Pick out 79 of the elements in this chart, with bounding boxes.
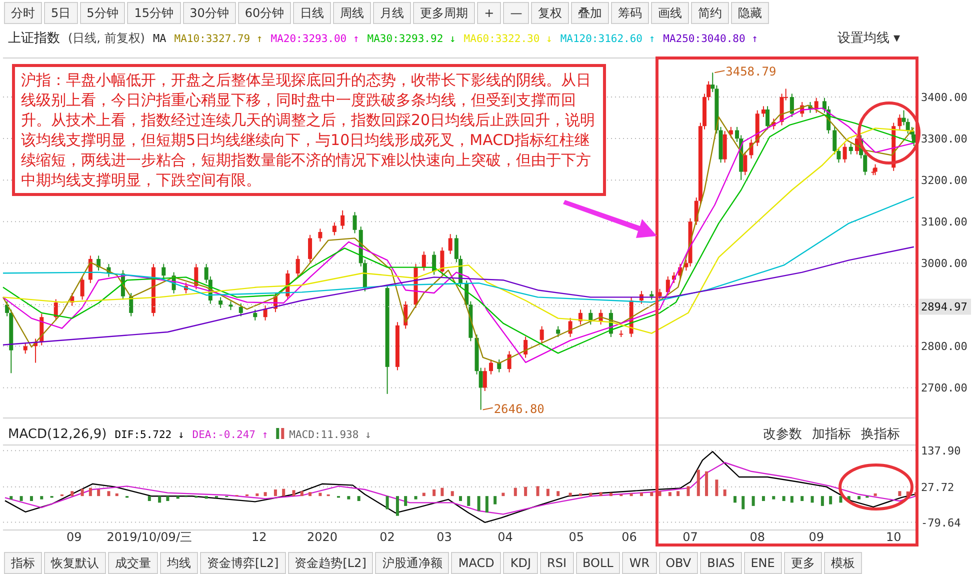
x-tick-label: 03 [436, 530, 452, 544]
x-tick-label: 09 [808, 530, 824, 544]
text: 加指标 [812, 427, 851, 442]
text: 恢复默认 [44, 552, 106, 574]
y-tick-label: 137.90 [921, 444, 961, 458]
x-tick-label: 10 [886, 530, 902, 544]
text: MACD [451, 552, 502, 574]
text: 周线 [333, 2, 372, 24]
text: RSI [540, 552, 574, 574]
y-tick-label: 3100.00 [921, 216, 968, 229]
y-tick-label: 3400.00 [921, 91, 968, 104]
x-tick-label: 2019/10/09/三 [106, 530, 192, 544]
text: DEA:-0.247 ↑ [192, 429, 268, 441]
text: MA120:3162.60 ↑ [560, 33, 656, 45]
text: 筹码 [611, 2, 650, 24]
chart-title: 上证指数 [8, 31, 60, 46]
text: MA10:3327.79 ↑ [174, 33, 263, 45]
x-tick-label: 08 [750, 530, 766, 544]
x-tick-label: 04 [498, 530, 513, 544]
y-tick-label: 3300.00 [921, 132, 968, 146]
text: OBV [658, 552, 698, 574]
text: 月线 [373, 2, 412, 24]
text: 画线 [651, 2, 690, 24]
text: 沪股通净额 [375, 552, 450, 574]
y-tick-label: 3000.00 [921, 257, 968, 270]
text: 模板 [824, 552, 862, 574]
ref-line-label: 2894.97 [921, 300, 968, 314]
text: 叠加 [571, 2, 610, 24]
x-tick-label: 09 [66, 530, 82, 544]
y-tick-label: 3200.00 [921, 174, 968, 188]
text: 60分钟 [238, 2, 292, 24]
text: — [503, 2, 530, 24]
text: 隐藏 [731, 2, 770, 24]
text: + [477, 2, 502, 24]
annotation: 沪指：早盘小幅低开，开盘之后整体呈现探底回升的态势，收带长下影线的阴线。从日线级别上看，今日沪指重心稍显下移，同时盘中一度跌破多条均线，但受到支撑而回升。从技术上看，指数经过连续几天的调整之后，指数回踩20日均线后止跌回升，说明该均线支撑明显，但短期5日均线继续向下，与10日均线形成死叉，MACD指标红柱继续缩短，两线进一步粘合，短期指数量能不济的情况下难以快速向上突破，但由于下方中期均线支撑明显，下跌空间有限。 [12, 64, 606, 196]
text: 日线 [293, 2, 332, 24]
text: 30分钟 [182, 2, 236, 24]
y-tick-label: 27.72 [921, 480, 954, 494]
y-tick-label: -79.64 [921, 516, 962, 530]
text: MA30:3293.92 ↓ [367, 33, 456, 45]
text: 复权 [531, 2, 570, 24]
text: 分时 [4, 2, 42, 24]
text: 成交量 [108, 552, 158, 574]
x-tick-label: 02 [380, 530, 395, 544]
chart-subtitle: (日线, 前复权) [68, 31, 145, 45]
text: MA60:3322.30 ↓ [464, 33, 552, 45]
text: 更多 [784, 552, 822, 574]
text: 资金趋势[L2] [288, 552, 374, 574]
y-tick-label: 2800.00 [921, 340, 968, 354]
text: BOLL [576, 552, 620, 574]
text: WR [622, 552, 657, 574]
text: 改参数 [763, 427, 802, 442]
text: MA20:3293.00 ↑ [270, 33, 360, 45]
x-tick-label: 07 [682, 530, 698, 544]
chart-title: MACD(12,26,9) [8, 427, 107, 442]
annotation: 3458.79 [726, 64, 776, 79]
text: 设置均线 ▾ [837, 31, 900, 46]
text: 简约 [691, 2, 730, 24]
text: 5日 [44, 2, 78, 24]
text: ENE [744, 552, 782, 574]
text: 5分钟 [80, 2, 126, 24]
text: BIAS [700, 552, 742, 574]
text: KDJ [503, 552, 538, 574]
x-tick-label: 06 [622, 530, 637, 544]
annotation: 2646.80 [494, 402, 544, 416]
legend-title: MA [153, 32, 167, 45]
x-tick-label: 2020 [306, 530, 338, 544]
x-tick-label: 05 [568, 530, 584, 544]
text: DIF:5.722 ↓ [114, 429, 184, 441]
x-tick-label: 12 [252, 530, 267, 544]
text: 换指标 [861, 427, 900, 442]
text: MA250:3040.80 ↑ [663, 33, 758, 45]
text: 指标 [4, 552, 42, 574]
text: 资金博弈[L2] [200, 552, 286, 574]
y-tick-label: 2700.00 [921, 382, 968, 395]
text: 均线 [160, 552, 198, 574]
text: 15分钟 [127, 2, 181, 24]
legend-label: MACD:11.938 ↓ [289, 429, 372, 441]
text: 更多周期 [413, 2, 476, 24]
